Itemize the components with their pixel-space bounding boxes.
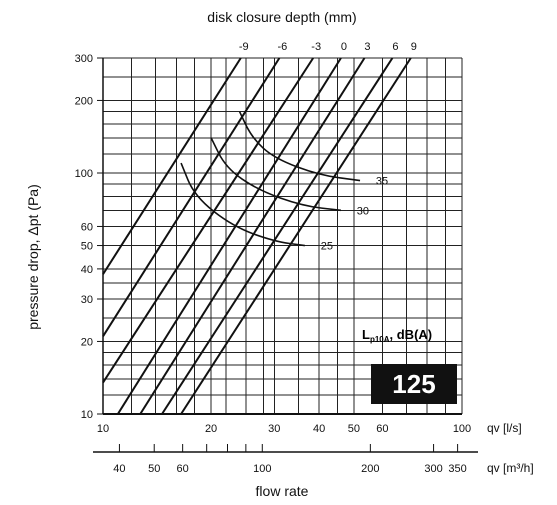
x-tick-label-primary: 50 [348,423,360,435]
x-tick-label-primary: 40 [313,423,325,435]
y-tick-label: 60 [81,221,93,233]
noise-curves [180,111,361,247]
x-tick-label-secondary: 60 [177,463,189,475]
x-unit-primary: qv [l/s] [487,421,522,435]
closure-line--9 [102,57,242,275]
closure-tick-label: 3 [364,41,370,53]
x-tick-label-secondary: 40 [113,463,125,475]
y-tick-label: 50 [81,241,93,253]
y-tick-label: 100 [75,168,93,180]
closure-line-6 [161,57,394,415]
size-badge-label: 125 [392,369,435,399]
closure-line-3 [139,57,366,415]
closure-tick-label: 0 [341,41,347,53]
y-axis-title: pressure drop, Δpt (Pa) [25,184,41,330]
closure-line--6 [102,57,281,337]
closure-tick-label: 6 [392,41,398,53]
noise-legend-subscript: p10A [370,335,390,344]
closure-tick-label: -9 [239,41,249,53]
x-unit-secondary: qv [m³/h] [487,461,534,475]
noise-curve-label: 35 [376,176,388,188]
x-tick-label-secondary: 50 [148,463,160,475]
x-tick-label-primary: 10 [97,423,109,435]
closure-line--3 [102,57,315,384]
y-tick-label: 20 [81,336,93,348]
noise-curve-25 [180,162,306,247]
closure-tick-label: -6 [278,41,288,53]
y-tick-label: 200 [75,95,93,107]
closure-tick-label: -3 [311,41,321,53]
x-tick-label-secondary: 300 [424,463,442,475]
noise-curve-35 [238,111,361,182]
noise-curve-label: 25 [321,241,333,253]
x-axis-title: flow rate [256,483,309,499]
closure-line-9 [180,57,412,415]
size-badge [371,364,457,404]
noise-curve-label: 30 [357,205,369,217]
x-tick-label-primary: 30 [268,423,280,435]
x-tick-label-primary: 60 [376,423,388,435]
x-tick-label-primary: 20 [205,423,217,435]
noise-legend-unit: , dB(A) [390,327,433,342]
closure-tick-label: 9 [411,41,417,53]
y-tick-label: 30 [81,294,93,306]
x-tick-label-secondary: 100 [253,463,271,475]
x-tick-label-secondary: 350 [448,463,466,475]
y-tick-label: 10 [81,409,93,421]
noise-legend-label: Lp10A, dB(A) [362,327,432,344]
y-tick-label: 40 [81,264,93,276]
noise-curve-30 [210,137,342,212]
noise-legend-symbol: L [362,327,370,342]
series-lines [102,57,412,415]
closure-line-0 [117,57,342,415]
x-tick-label-primary: 100 [453,423,471,435]
x-tick-label-secondary: 200 [361,463,379,475]
chart-title: disk closure depth (mm) [207,9,356,25]
y-tick-label: 300 [75,53,93,65]
